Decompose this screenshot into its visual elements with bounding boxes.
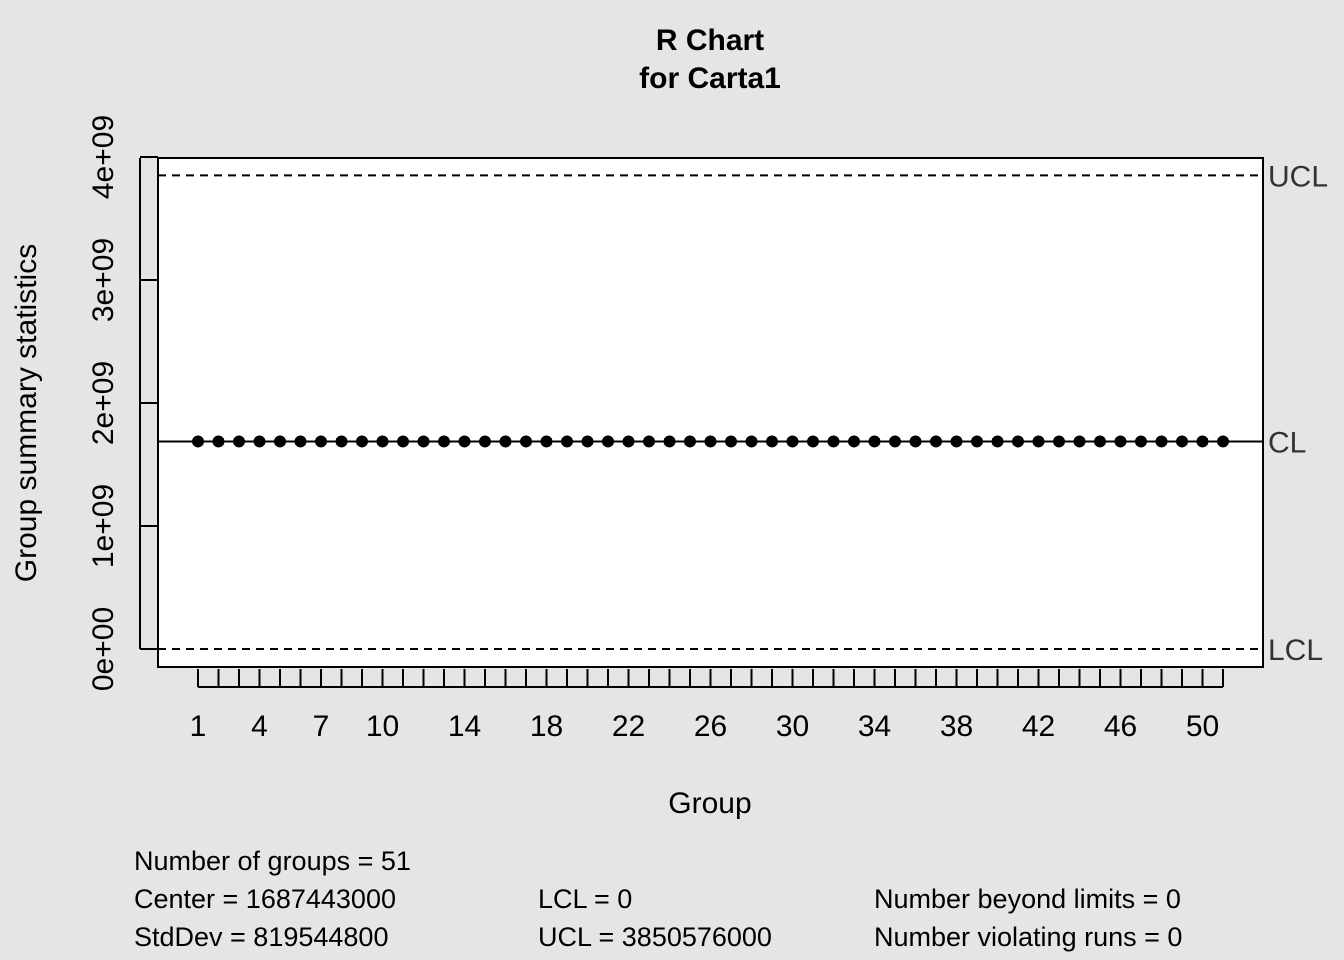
ucl-label: UCL	[1268, 160, 1328, 193]
y-tick-label: 1e+09	[87, 484, 120, 568]
x-tick-label: 10	[366, 710, 399, 743]
stats-lcl: LCL = 0	[538, 884, 633, 914]
x-tick-label: 30	[776, 710, 809, 743]
chart-subtitle: for Carta1	[639, 62, 781, 95]
data-point	[745, 435, 758, 448]
cl-label: CL	[1268, 426, 1306, 459]
data-point	[1155, 435, 1168, 448]
data-point	[540, 435, 553, 448]
data-point	[561, 435, 573, 448]
data-point	[499, 435, 512, 448]
x-tick-label: 18	[530, 710, 563, 743]
chart-title: R Chart	[656, 24, 764, 57]
data-point	[479, 435, 491, 448]
data-point	[335, 435, 348, 448]
x-axis: 1 4 7 10 14 18 22 26 30 34 38 42 46 50	[190, 669, 1224, 743]
data-point	[417, 435, 430, 448]
data-point	[766, 435, 778, 448]
data-point	[848, 435, 860, 448]
x-tick-label: 26	[694, 710, 727, 743]
data-point	[233, 435, 245, 448]
y-tick-label: 3e+09	[87, 238, 120, 322]
data-point	[315, 435, 327, 448]
data-point	[520, 435, 532, 448]
data-point	[1135, 435, 1147, 448]
stats-ucl: UCL = 3850576000	[538, 922, 772, 952]
stats-violating-runs: Number violating runs = 0	[874, 922, 1183, 952]
data-point	[643, 435, 655, 448]
data-point	[1094, 435, 1106, 448]
x-tick-label: 1	[190, 710, 207, 743]
lcl-label: LCL	[1268, 634, 1323, 667]
data-point	[786, 435, 799, 448]
data-point	[1032, 435, 1045, 448]
y-tick-label: 2e+09	[87, 361, 120, 445]
x-tick-label: 7	[313, 710, 330, 743]
data-point	[1012, 435, 1024, 448]
data-point	[602, 435, 614, 448]
data-point	[827, 435, 840, 448]
y-tick-label: 0e+00	[87, 607, 120, 691]
data-point	[1176, 435, 1188, 448]
data-point	[356, 435, 368, 448]
y-tick-label: 4e+09	[87, 115, 120, 199]
data-point	[581, 435, 594, 448]
x-tick-label: 46	[1104, 710, 1137, 743]
y-axis: 0e+00 1e+09 2e+09 3e+09 4e+09	[87, 115, 158, 691]
x-tick-label: 22	[612, 710, 645, 743]
data-point	[663, 435, 676, 448]
data-point	[622, 435, 635, 448]
data-point	[684, 435, 696, 448]
data-point	[909, 435, 922, 448]
data-point	[725, 435, 737, 448]
data-point	[1217, 435, 1229, 448]
data-point	[274, 435, 286, 448]
data-point	[950, 435, 963, 448]
data-point	[704, 435, 717, 448]
x-tick-label: 38	[940, 710, 973, 743]
data-point	[212, 435, 225, 448]
data-point	[1053, 435, 1065, 448]
data-point	[192, 435, 204, 448]
data-point	[991, 435, 1004, 448]
data-point	[1114, 435, 1127, 448]
data-point	[889, 435, 901, 448]
data-point	[930, 435, 942, 448]
data-point	[438, 435, 450, 448]
x-axis-title: Group	[668, 787, 751, 820]
y-axis-title: Group summary statistics	[10, 244, 43, 582]
data-point	[971, 435, 983, 448]
plot-area	[157, 157, 1264, 668]
data-point	[458, 435, 471, 448]
x-tick-label: 50	[1186, 710, 1219, 743]
x-tick-label: 4	[251, 710, 268, 743]
data-point	[868, 435, 881, 448]
stats-stddev: StdDev = 819544800	[134, 922, 389, 952]
data-point	[807, 435, 819, 448]
x-tick-label: 42	[1022, 710, 1055, 743]
series-r	[192, 435, 1229, 448]
x-tick-label: 34	[858, 710, 891, 743]
data-point	[294, 435, 307, 448]
data-point	[397, 435, 409, 448]
stats-center: Center = 1687443000	[134, 884, 396, 914]
stats-beyond-limits: Number beyond limits = 0	[874, 884, 1181, 914]
data-point	[1196, 435, 1209, 448]
stats-groups: Number of groups = 51	[134, 846, 411, 876]
data-point	[1073, 435, 1086, 448]
x-tick-label: 14	[448, 710, 481, 743]
data-point	[253, 435, 266, 448]
data-point	[376, 435, 389, 448]
